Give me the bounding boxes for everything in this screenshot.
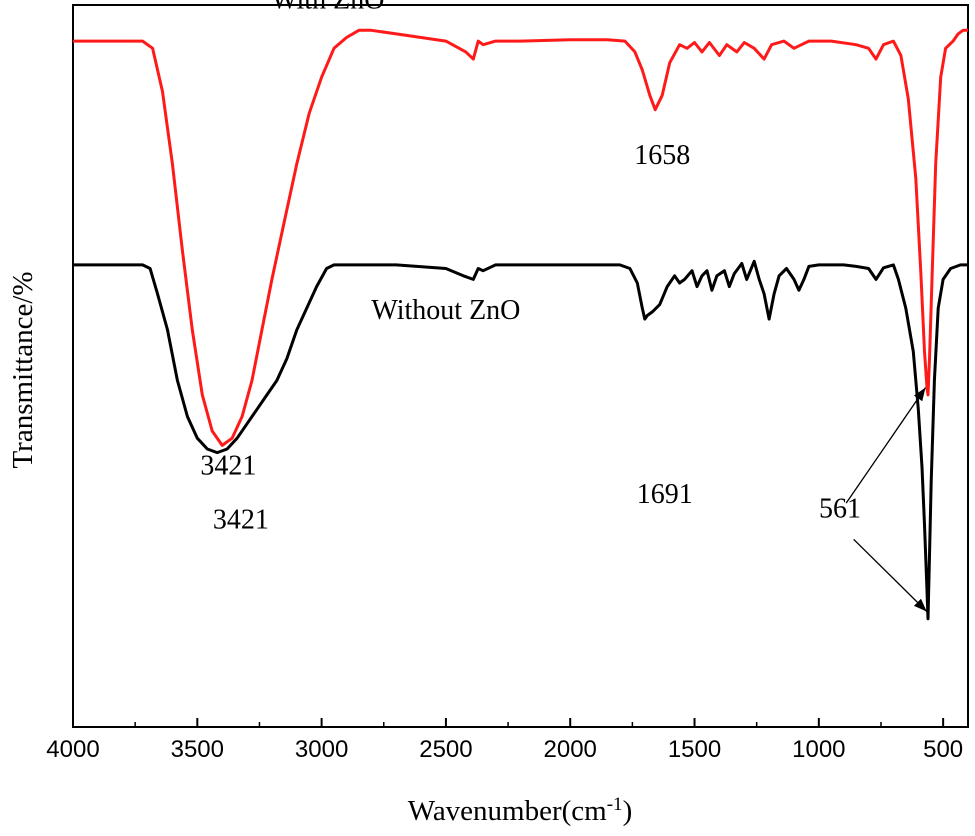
annotation-label: 1658 xyxy=(634,140,690,171)
annotation-label: 3421 xyxy=(213,504,269,535)
annotation-label: 3421 xyxy=(200,450,256,481)
series-line-with-zno xyxy=(73,28,968,447)
annotation-arrow-line xyxy=(853,538,928,612)
annotation-arrow-line xyxy=(845,387,927,504)
y-axis-label: Transmittance/% xyxy=(7,271,39,468)
annotation-label: 561 xyxy=(819,494,861,525)
x-axis-label: Wavenumber(cm-1) xyxy=(408,794,632,828)
annotation-label: Without ZnO xyxy=(371,295,520,326)
annotation-arrowhead xyxy=(914,387,926,402)
x-tick-label: 4000 xyxy=(46,736,99,763)
annotation-label: 1691 xyxy=(637,479,693,510)
x-tick-label: 2500 xyxy=(419,736,472,763)
axes: 4000 3500 3000 2500 2000 1500 1000 500 xyxy=(46,4,969,763)
series-line-without-zno xyxy=(73,259,968,621)
annotation-label: With ZnO xyxy=(271,0,384,16)
x-tick-label: 2000 xyxy=(544,736,597,763)
annotations-group: With ZnO Without ZnO 3421 3421 1658 1691 561 xyxy=(200,0,928,612)
x-tick-label: 1000 xyxy=(792,736,845,763)
x-tick-label: 500 xyxy=(923,736,963,763)
series-group xyxy=(73,28,968,621)
x-tick-label: 3500 xyxy=(171,736,224,763)
plot-frame xyxy=(72,4,969,728)
x-tick-label: 3000 xyxy=(295,736,348,763)
x-tick-label: 1500 xyxy=(668,736,721,763)
annotation-arrowhead xyxy=(913,598,927,612)
